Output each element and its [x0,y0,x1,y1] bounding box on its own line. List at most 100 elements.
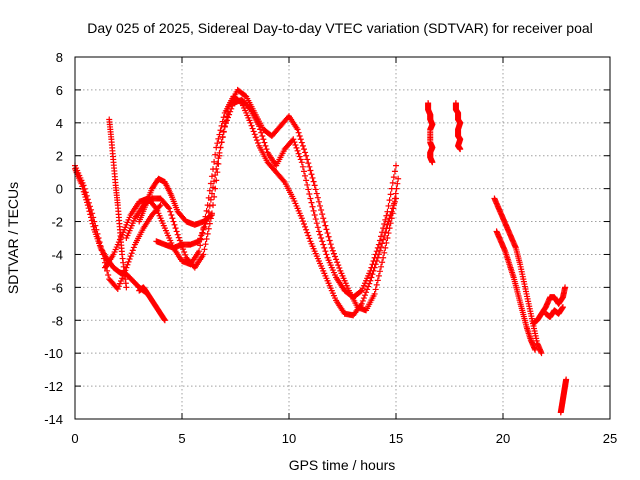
data-point [303,177,310,184]
plot-frame [74,56,611,420]
data-point [320,215,327,222]
data-point [260,136,267,143]
data-point [314,194,321,201]
series-arc-F [136,175,215,228]
x-axis-label: GPS time / hours [289,457,396,473]
data-point [218,139,225,146]
data-point [384,208,391,215]
data-point [262,142,269,149]
series-arc-G [153,96,399,301]
x-tick-label: 20 [496,431,510,446]
data-point [105,272,112,279]
data-point [320,241,327,248]
data-point [326,237,333,244]
data-point [256,123,263,130]
data-point [97,243,104,250]
data-point [247,119,254,126]
data-point [310,178,317,185]
data-point [291,139,298,146]
data-point [304,156,311,163]
data-point [118,277,125,284]
data-point [128,250,135,257]
data-point [298,159,305,166]
y-tick-label: -8 [51,313,63,328]
data-point [372,286,379,293]
data-point [371,254,378,261]
data-point [181,248,188,255]
data-point [161,317,168,324]
data-point [376,268,383,275]
data-point [373,248,380,255]
data-point [170,218,177,225]
data-point [199,229,206,236]
data-point [165,204,172,211]
data-point [385,202,392,209]
data-point [293,144,300,151]
data-point [207,180,214,187]
data-point [364,286,371,293]
data-point [216,149,223,156]
y-tick-label: 0 [56,182,63,197]
data-point [311,182,318,189]
y-tick-label: -10 [44,346,63,361]
data-point [222,120,229,127]
data-point [292,142,299,149]
data-point [380,225,387,232]
data-point [314,224,321,231]
series-arc-C [106,116,130,291]
data-point [322,222,329,229]
grid [75,57,610,419]
data-point [115,283,122,290]
data-point [215,135,222,142]
data-point [214,160,221,167]
data-point [563,376,570,383]
data-point [261,139,268,146]
data-point [201,246,208,253]
data-point [82,189,89,196]
data-point [196,238,203,245]
data-point [322,248,329,255]
data-point [388,185,395,192]
data-point [119,275,126,282]
x-tick-label: 5 [178,431,185,446]
data-point [290,136,297,143]
data-point [228,105,235,112]
data-point [302,172,309,179]
data-point [213,165,220,172]
data-point [391,168,398,175]
data-point [394,180,401,187]
data-point [298,139,305,146]
data-point [304,181,311,188]
data-point [389,210,396,217]
data-point [280,177,287,184]
data-point [313,220,320,227]
data-point [365,283,372,290]
data-point [251,131,258,138]
data-point [393,162,399,169]
data-point [363,289,370,296]
data-point [376,237,383,244]
data-point [258,129,265,136]
data-point [374,244,381,251]
data-point [375,272,382,279]
data-point [127,253,134,260]
data-point [95,235,102,241]
data-point [378,233,385,240]
data-point [86,203,93,210]
data-point [317,231,324,238]
data-point [315,198,322,205]
data-point [217,127,224,134]
data-point [294,126,301,133]
data-point [299,163,306,170]
data-point [129,247,136,254]
data-point [312,216,319,223]
data-point [204,230,211,237]
data-point [249,125,256,132]
data-point [386,225,393,232]
series-arc-N [542,304,566,320]
data-point [126,255,133,262]
data-point [384,235,391,241]
y-tick-label: 2 [56,149,63,164]
data-point [303,226,310,233]
data-point [369,271,376,278]
